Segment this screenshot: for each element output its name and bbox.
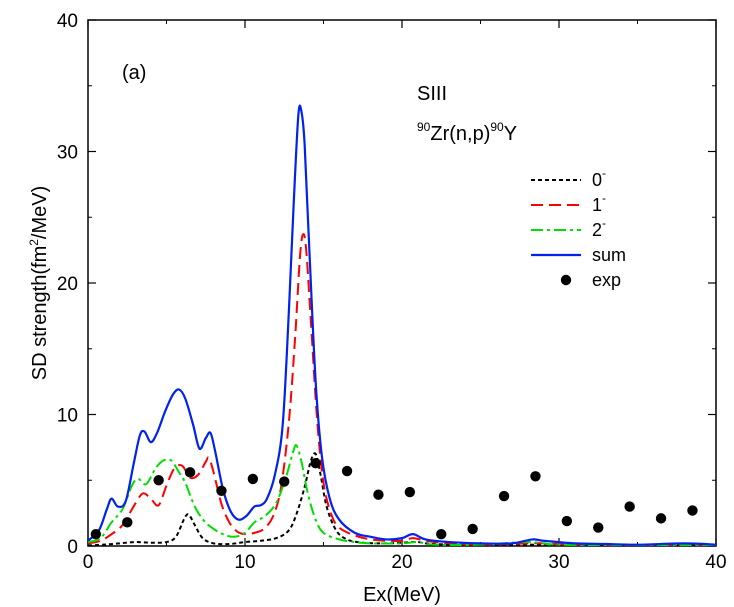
legend-label: 2- xyxy=(592,216,606,240)
y-axis-title-post: /MeV) xyxy=(29,186,51,239)
exp-data-point xyxy=(90,528,102,540)
series-line-sum xyxy=(88,104,716,546)
exp-data-point xyxy=(593,522,604,533)
exp-data-point xyxy=(153,475,164,486)
x-tick-label: 40 xyxy=(705,552,726,573)
plot-frame xyxy=(87,19,717,547)
exp-data-point xyxy=(530,471,541,482)
exp-data-point xyxy=(687,505,698,516)
reaction-mass-b: 90 xyxy=(490,120,504,134)
y-tick-label: 20 xyxy=(57,274,78,295)
series-layer xyxy=(88,104,716,546)
x-tick-label: 10 xyxy=(234,552,255,573)
exp-data-point xyxy=(373,489,384,500)
y-axis-title-pre: SD strength(fm xyxy=(29,246,51,380)
exp-data-point xyxy=(216,485,227,496)
exp-data-point xyxy=(624,501,635,512)
y-tick-label: 40 xyxy=(57,11,78,32)
exp-data-point xyxy=(436,528,447,540)
exp-data-point xyxy=(341,465,353,477)
x-tick-label: 20 xyxy=(391,552,412,573)
series-line-multipole-2 xyxy=(88,444,716,546)
y-axis-title: SD strength(fm2/MeV) xyxy=(27,186,51,381)
x-axis-title: Ex(MeV) xyxy=(363,584,441,606)
exp-data-point xyxy=(498,490,510,502)
y-tick-label: 10 xyxy=(57,406,78,427)
legend-label: 0- xyxy=(592,166,606,190)
exp-data-point xyxy=(247,473,259,485)
reaction-mass-a: 90 xyxy=(417,120,431,134)
exp-data-point xyxy=(279,476,290,487)
exp-data-point xyxy=(467,523,478,535)
y-tick-label: 30 xyxy=(57,143,78,164)
x-tick-label: 30 xyxy=(548,552,569,573)
exp-data-point xyxy=(184,467,196,478)
series-line-multipole-0 xyxy=(88,452,716,546)
legend-label: exp xyxy=(592,270,621,290)
legend: 0-1-2- sum exp xyxy=(531,166,626,290)
exp-data-point xyxy=(655,513,667,524)
series-line-multipole-1 xyxy=(88,233,716,546)
legend-label: sum xyxy=(592,245,626,265)
y-tick-label: 0 xyxy=(67,537,78,558)
x-tick-label: 0 xyxy=(83,552,94,573)
panel-label: (a) xyxy=(122,62,146,84)
exp-data-point xyxy=(404,486,416,498)
legend-label: 1- xyxy=(592,191,606,215)
force-label: SIII xyxy=(417,83,447,105)
exp-data-point xyxy=(561,515,573,527)
reaction-mid: Zr(n,p) xyxy=(430,123,490,145)
axis-ticks: 0 10 20 30 40 0 10 20 30 40 xyxy=(57,11,727,573)
exp-data-point xyxy=(310,457,321,469)
reaction-post: Y xyxy=(504,123,517,145)
y-axis-title-sup: 2 xyxy=(27,239,41,246)
reaction-label: 90Zr(n,p)90Y xyxy=(417,120,517,145)
exp-data-point xyxy=(122,517,133,528)
legend-swatch-exp xyxy=(560,274,572,286)
